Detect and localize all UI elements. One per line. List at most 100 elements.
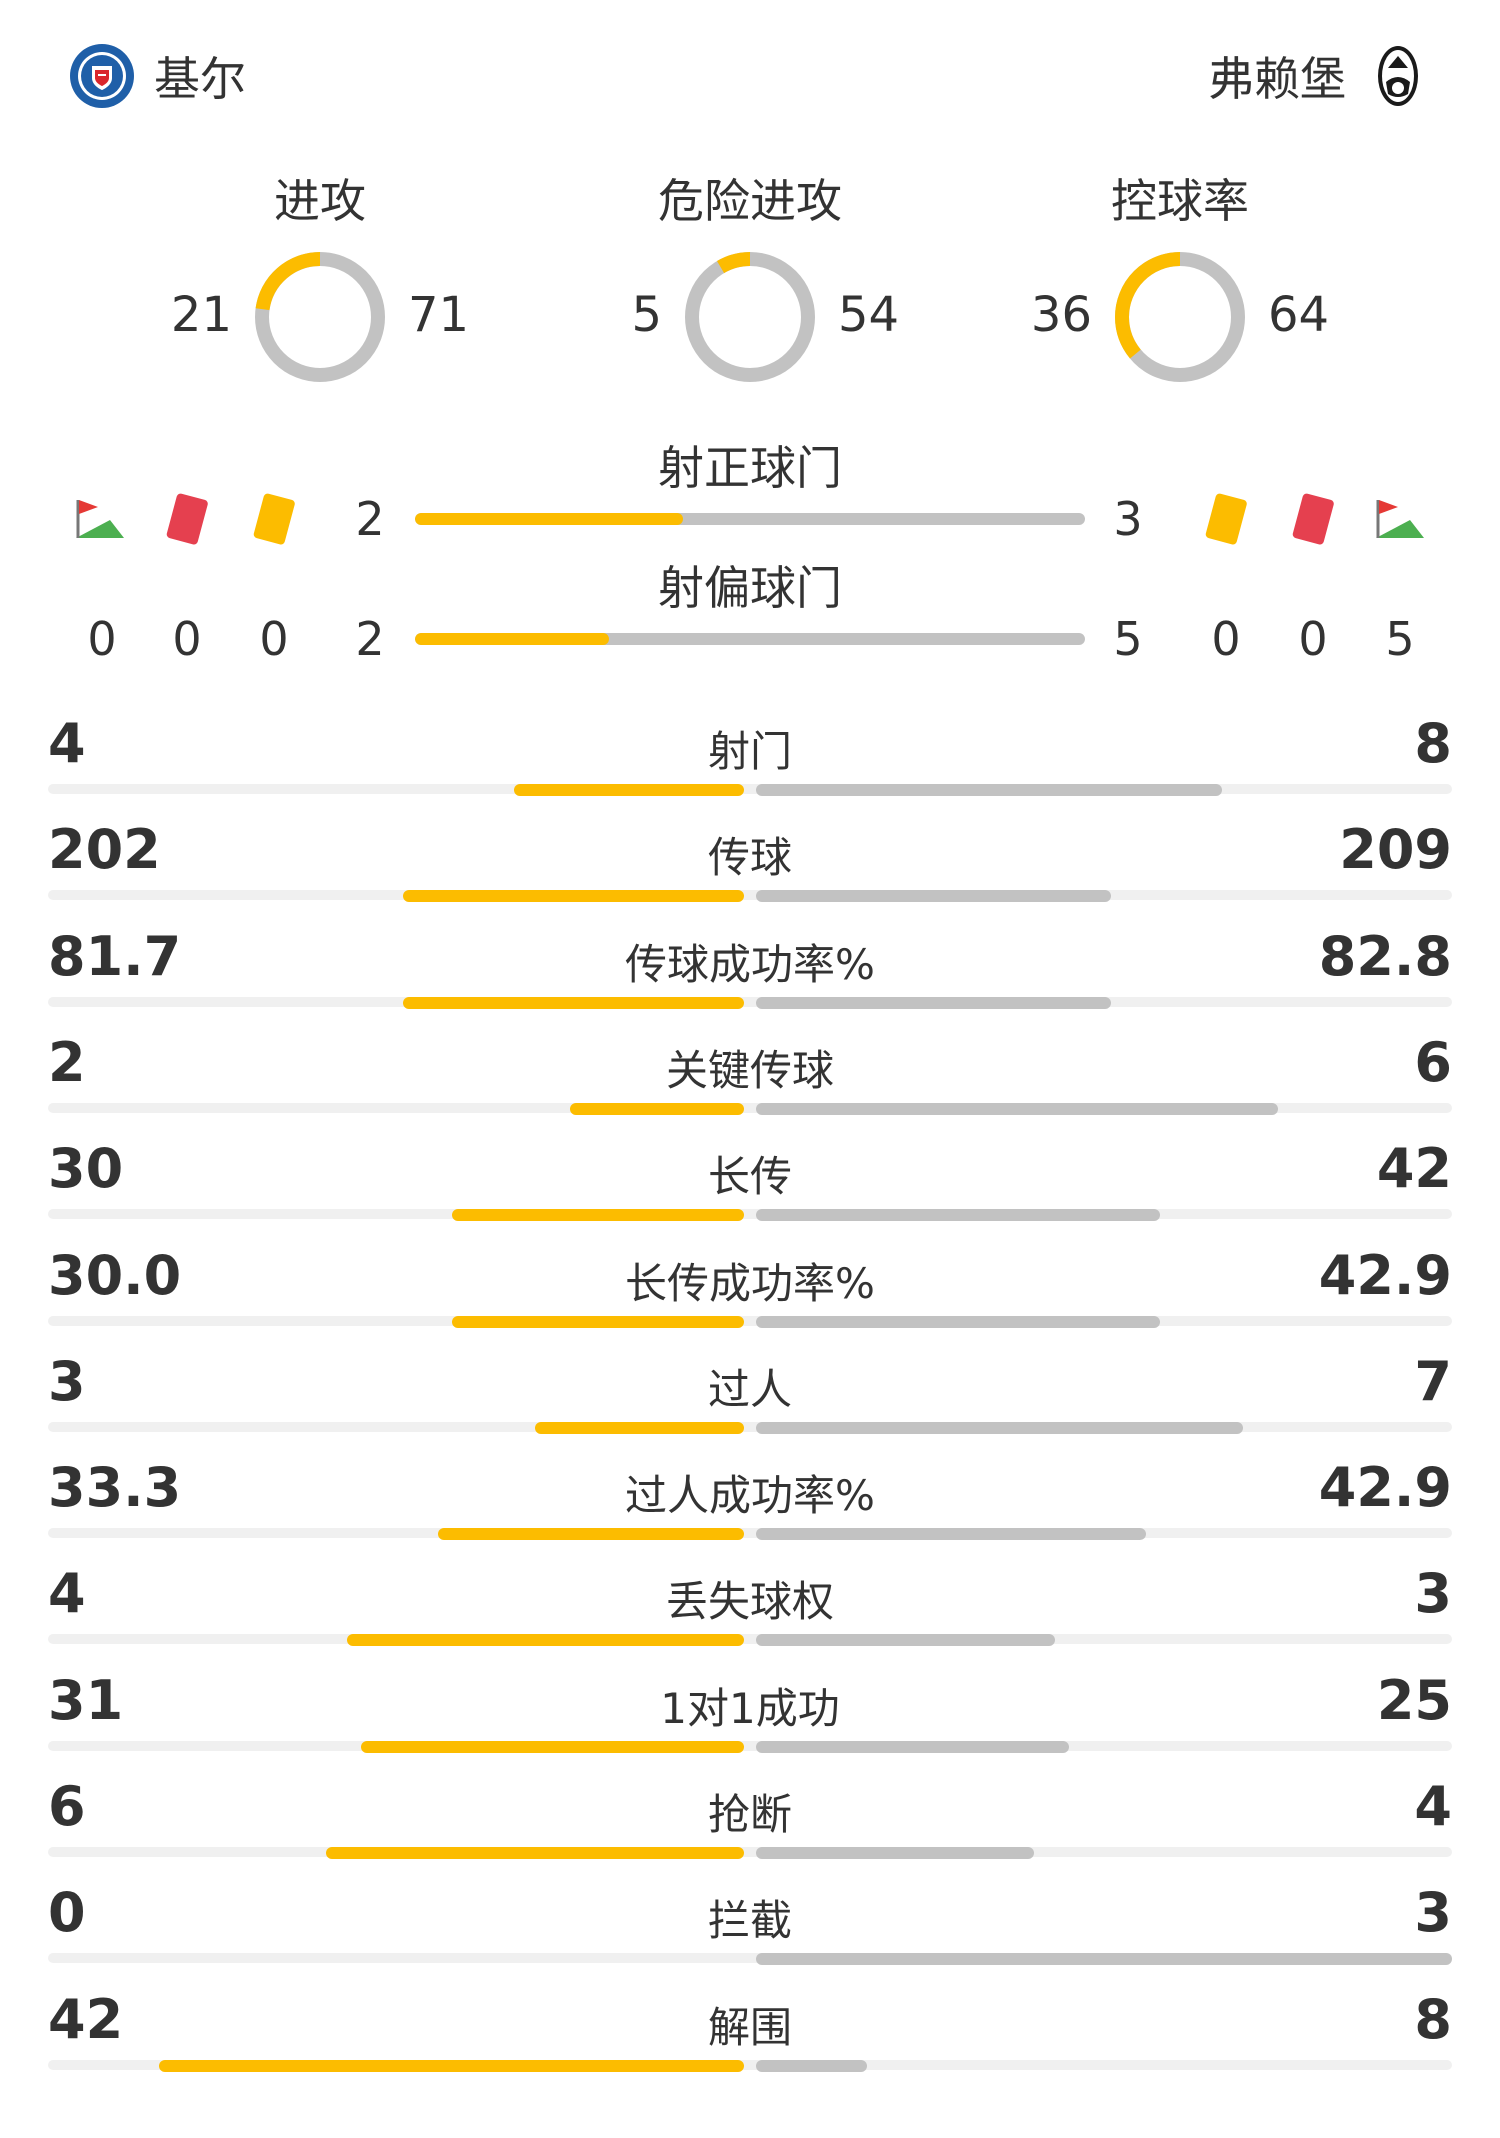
- donut-away-value: 64: [1268, 287, 1330, 343]
- donut-home-value: 21: [170, 287, 232, 343]
- stat-label: 传球成功率%: [625, 939, 875, 989]
- home-corners: 0: [87, 612, 117, 666]
- stat-track: [48, 1209, 1452, 1220]
- stat-label: 丢失球权: [665, 1577, 834, 1627]
- yellow-card-icon: [1205, 493, 1247, 545]
- stat-home-bar: [452, 1315, 744, 1328]
- stat-away-bar: [756, 784, 1222, 796]
- stat-track: [48, 1421, 1452, 1432]
- stat-label: 抢断: [707, 1790, 792, 1839]
- corner-flag-icon: [1376, 500, 1424, 538]
- stat-away-value: 8: [1414, 712, 1452, 775]
- stat-home-value: 202: [48, 818, 161, 882]
- stat-label: 长传成功率%: [625, 1258, 875, 1308]
- stat-track: [48, 1953, 1452, 1964]
- stat-away-value: 6: [1414, 1030, 1452, 1094]
- away-shots-on-target: 3: [1113, 492, 1143, 546]
- shots-on-target-bar: [415, 513, 1085, 525]
- donut-title: 控球率: [1111, 174, 1249, 228]
- corner-flag-icon: [76, 500, 124, 538]
- stat-track: [48, 1102, 1452, 1113]
- away-shots-off-target: 5: [1113, 612, 1143, 666]
- donut-home-value: 36: [1030, 287, 1092, 343]
- stat-row: 202 传球 209: [48, 814, 1452, 920]
- away-corners: 5: [1385, 612, 1415, 666]
- stat-away-bar: [756, 1953, 1452, 1966]
- stat-home-bar: [159, 2059, 744, 2072]
- home-team-name: 基尔: [154, 52, 246, 106]
- stat-home-value: 81.7: [48, 924, 182, 988]
- sc-freiburg-crest-icon: [1378, 46, 1418, 106]
- stat-track: [48, 2059, 1452, 2070]
- stat-away-value: 42.9: [1318, 1456, 1452, 1520]
- stat-away-bar: [756, 1634, 1055, 1647]
- stat-row: 2 关键传球 6: [48, 1027, 1452, 1133]
- stat-home-bar: [535, 1421, 744, 1434]
- stat-row: 3 过人 7: [48, 1346, 1452, 1452]
- stat-track: [48, 1634, 1452, 1645]
- stat-home-value: 3: [48, 1349, 86, 1413]
- shots-off-target-home-fill: [415, 633, 610, 645]
- donut-home-arc: [255, 252, 385, 382]
- stat-track: [48, 784, 1452, 794]
- donut-title: 危险进攻: [658, 174, 842, 228]
- stat-track: [48, 1847, 1452, 1857]
- donut-ring: [1115, 252, 1245, 382]
- stat-away-bar: [756, 1847, 1034, 1859]
- stat-track: [48, 890, 1452, 901]
- stat-away-bar: [756, 1528, 1146, 1541]
- stat-away-value: 8: [1414, 1987, 1452, 2051]
- stat-home-bar: [403, 890, 744, 903]
- stat-away-value: 3: [1414, 1881, 1452, 1945]
- home-shots-on-target: 2: [355, 492, 385, 546]
- donut-ring: [685, 252, 815, 382]
- red-card-icon: [1292, 493, 1334, 545]
- donut-away-value: 71: [408, 287, 470, 343]
- stat-away-value: 25: [1376, 1668, 1452, 1732]
- stat-away-value: 42: [1376, 1137, 1452, 1201]
- shots-off-target-label: 射偏球门: [658, 561, 842, 615]
- donut-away-value: 54: [838, 287, 900, 343]
- holstein-kiel-crest-icon: [70, 44, 134, 108]
- stat-home-bar: [347, 1634, 744, 1647]
- donut-attack: 进攻 21 71: [120, 165, 520, 405]
- donut-home-arc: [685, 252, 815, 382]
- stat-home-bar: [438, 1528, 744, 1541]
- stat-label: 解围: [707, 2002, 792, 2052]
- stat-row: 81.7 传球成功率% 82.8: [48, 921, 1452, 1027]
- stat-away-bar: [756, 890, 1111, 903]
- away-team[interactable]: 弗赖堡: [1208, 40, 1432, 112]
- stat-row: 4 丢失球权 3: [48, 1558, 1452, 1664]
- stat-home-value: 31: [48, 1668, 124, 1732]
- stat-home-bar: [361, 1740, 744, 1753]
- stat-away-bar: [756, 1740, 1069, 1753]
- stat-home-bar: [514, 784, 744, 796]
- stat-row: 0 拦截 3: [48, 1877, 1452, 1983]
- red-card-icon: [166, 493, 208, 545]
- yellow-card-icon: [253, 493, 295, 545]
- stat-away-value: 7: [1414, 1349, 1452, 1413]
- stat-home-value: 2: [48, 1030, 86, 1094]
- stat-away-bar: [756, 1209, 1160, 1222]
- stat-away-bar: [756, 1315, 1160, 1328]
- stat-home-value: 4: [48, 1562, 86, 1626]
- donut-home-arc: [1115, 252, 1245, 382]
- stat-away-value: 42.9: [1318, 1243, 1452, 1307]
- stat-away-bar: [756, 996, 1111, 1009]
- stat-home-bar: [570, 1102, 744, 1115]
- donut-away-arc: [685, 252, 815, 382]
- stat-label: 1对1成功: [660, 1683, 840, 1733]
- home-team[interactable]: 基尔: [68, 40, 246, 112]
- stat-row: 31 1对1成功 25: [48, 1665, 1452, 1771]
- stat-home-bar: [403, 996, 744, 1009]
- donut-possession: 控球率 36 64: [980, 165, 1380, 405]
- stat-row: 4 射门 8: [48, 708, 1452, 814]
- donut-dangerous-attack: 危险进攻 5 54: [550, 165, 950, 405]
- stat-label: 传球: [707, 833, 792, 883]
- stat-track: [48, 1315, 1452, 1326]
- stat-label: 拦截: [707, 1896, 792, 1946]
- stat-home-value: 4: [48, 712, 86, 775]
- stat-home-bar: [326, 1847, 744, 1859]
- donut-ring: [255, 252, 385, 382]
